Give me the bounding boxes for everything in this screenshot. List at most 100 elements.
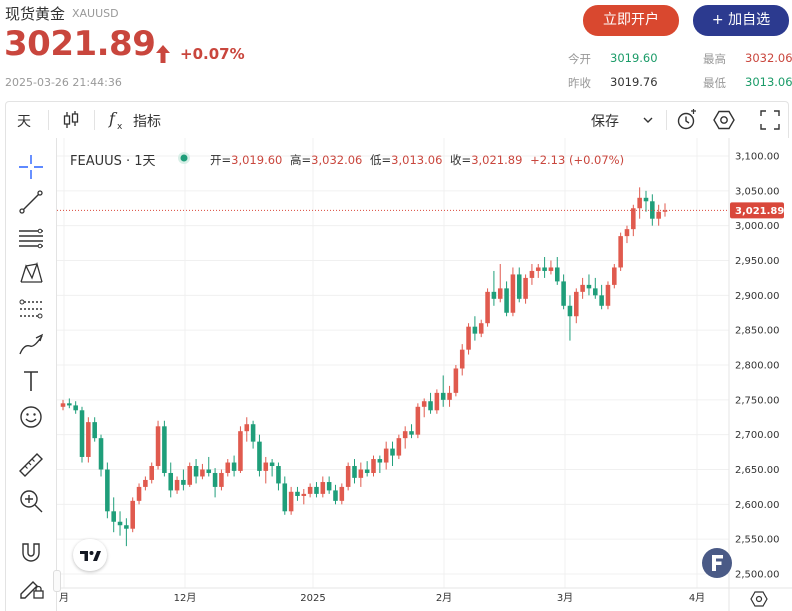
candle-body — [149, 466, 154, 480]
candle-body — [86, 422, 91, 457]
price-change-percent: +0.07% — [180, 45, 245, 63]
candle — [333, 484, 338, 505]
candle-body — [428, 401, 433, 411]
tradingview-logo-icon — [80, 551, 101, 561]
candle-body — [593, 288, 598, 296]
candle — [510, 267, 516, 317]
candle — [637, 187, 642, 219]
candle — [320, 476, 326, 498]
candle — [371, 455, 376, 477]
brush-icon[interactable] — [16, 330, 46, 360]
candle — [117, 511, 123, 536]
axis-settings-icon[interactable] — [750, 590, 768, 608]
candle-body — [225, 462, 231, 473]
candle-body — [130, 500, 135, 529]
candle — [105, 462, 110, 519]
candle — [288, 486, 294, 515]
candle — [599, 284, 604, 310]
instrument-title: 现货黄金 — [5, 5, 66, 23]
candle-body — [554, 267, 560, 282]
candle-body — [98, 438, 104, 470]
candle — [155, 420, 161, 470]
chevron-down-icon[interactable] — [642, 115, 654, 125]
legend-low-value: 3,013.06 — [391, 153, 443, 167]
candle — [618, 232, 623, 271]
candle-body — [174, 479, 180, 491]
candle-body — [574, 291, 579, 317]
candle-body — [60, 403, 66, 407]
open-account-button[interactable]: 立即开户 — [583, 5, 679, 36]
scroll-handle[interactable] — [53, 570, 61, 592]
settings-icon[interactable] — [713, 109, 735, 131]
candle-body — [459, 349, 465, 369]
x-tick-label: 2025 — [300, 593, 325, 604]
trend-line-icon[interactable] — [16, 187, 46, 217]
candle — [307, 483, 313, 498]
candle-body — [117, 521, 123, 526]
interval-selector[interactable]: 天 — [17, 114, 31, 130]
candle — [453, 365, 459, 397]
candle-body — [181, 479, 186, 485]
candle-body — [504, 288, 509, 313]
candle-body — [383, 448, 389, 463]
candle — [282, 476, 288, 515]
candle-body — [434, 392, 440, 411]
candle — [352, 459, 357, 484]
candlestick-type-icon[interactable] — [62, 110, 80, 130]
candle-body — [105, 469, 110, 512]
crosshair-icon[interactable] — [16, 152, 46, 182]
ruler-icon[interactable] — [16, 450, 46, 480]
candle — [554, 257, 560, 285]
f-logo-icon — [712, 555, 723, 571]
indicators-button[interactable]: f x 指标 — [107, 108, 177, 132]
candle — [358, 462, 364, 487]
candle — [206, 456, 212, 477]
y-tick-label: 2,600.00 — [735, 500, 780, 511]
y-tick-label: 3,050.00 — [735, 186, 780, 197]
tradingview-logo — [73, 539, 107, 571]
candle-body — [92, 422, 97, 439]
candle-body — [485, 291, 490, 324]
candle-body — [73, 405, 78, 411]
candle — [580, 277, 585, 299]
candle-body — [529, 270, 535, 278]
candle — [339, 483, 345, 505]
lock-pencil-icon[interactable] — [16, 572, 46, 602]
text-tool-icon[interactable] — [16, 366, 46, 396]
pattern-icon[interactable] — [16, 258, 46, 288]
candle — [409, 424, 414, 439]
stat-open-value: 3019.60 — [610, 51, 658, 65]
candle — [605, 281, 611, 310]
candle-body — [295, 491, 300, 496]
candle — [295, 486, 300, 501]
candle-body — [250, 424, 256, 442]
legend-close-label: 收= — [450, 153, 472, 167]
fullscreen-icon[interactable] — [760, 110, 780, 130]
emoji-icon[interactable] — [16, 402, 46, 432]
time-axis: 月 12月 2025 2月 3月 4月 — [59, 592, 705, 604]
save-button[interactable]: 保存 — [591, 114, 619, 130]
candle — [624, 225, 630, 244]
zoom-in-icon[interactable] — [16, 486, 46, 516]
candle-body — [510, 274, 516, 313]
candle-body — [364, 469, 370, 473]
candle-body — [409, 431, 414, 435]
y-tick-label: 2,700.00 — [735, 430, 780, 441]
candle — [73, 401, 78, 414]
legend-symbol: FEAUUS · 1天 — [70, 154, 156, 169]
candle-body — [580, 284, 585, 292]
alert-clock-icon[interactable] — [676, 109, 698, 131]
fib-levels-icon[interactable] — [16, 294, 46, 324]
magnet-icon[interactable] — [16, 536, 46, 566]
candle — [447, 385, 452, 407]
candle-body — [453, 368, 459, 393]
horizontal-lines-icon[interactable] — [16, 223, 46, 253]
add-watchlist-button[interactable]: + 加自选 — [693, 5, 789, 36]
candle — [326, 476, 332, 494]
up-arrow-icon — [156, 45, 170, 63]
legend-low-label: 低= — [370, 153, 392, 167]
candle-body — [136, 486, 142, 501]
stat-high-label: 最高 — [703, 52, 726, 66]
candle — [98, 434, 104, 477]
